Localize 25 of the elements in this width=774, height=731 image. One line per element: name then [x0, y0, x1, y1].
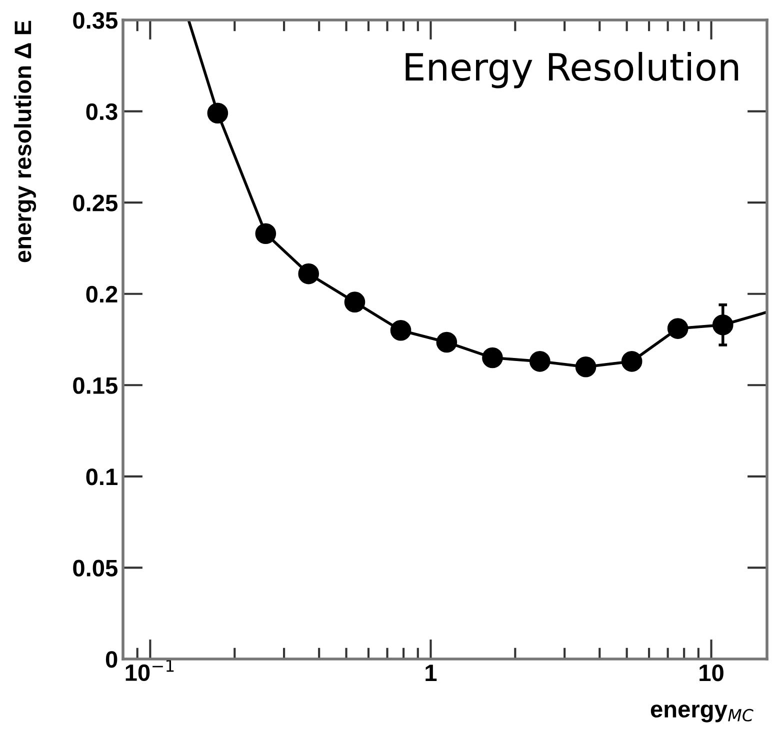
y-tick-label: 0.15	[73, 377, 118, 394]
point	[712, 314, 734, 336]
point	[436, 332, 458, 353]
y-axis-title: energy resolution Δ E	[14, 20, 36, 262]
point	[390, 320, 412, 341]
y-tick-label: 0.2	[86, 286, 118, 303]
y-tick-label: 0.35	[73, 12, 118, 29]
point	[529, 350, 550, 372]
point	[344, 292, 366, 312]
y-tick-label: 0.05	[73, 560, 118, 576]
x-tick-label: 10	[700, 664, 724, 682]
point	[621, 350, 642, 372]
y-tick-label: 0.1	[86, 468, 118, 486]
y-tick-label: 0	[106, 651, 118, 668]
x-tick-label: 10$^{−1}$	[126, 660, 174, 682]
text: Energy Resolution	[406, 52, 738, 88]
y-tick-label: 0.25	[73, 194, 118, 212]
y-tick-label: 0.3	[86, 103, 118, 120]
point	[482, 347, 503, 368]
point	[667, 318, 688, 339]
point	[298, 263, 320, 284]
x-tick-label: 1	[426, 664, 437, 681]
x-axis-title: energy$_{MC}$	[650, 704, 754, 722]
point	[207, 102, 228, 124]
point	[575, 356, 596, 378]
